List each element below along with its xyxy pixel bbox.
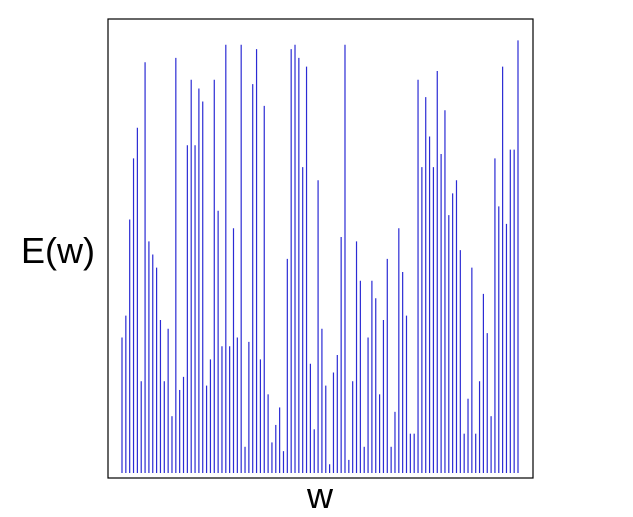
plot-frame	[107, 18, 534, 479]
x-axis-label: w	[306, 475, 334, 516]
y-axis-label: E(w)	[21, 230, 95, 271]
stems-group	[121, 40, 519, 473]
